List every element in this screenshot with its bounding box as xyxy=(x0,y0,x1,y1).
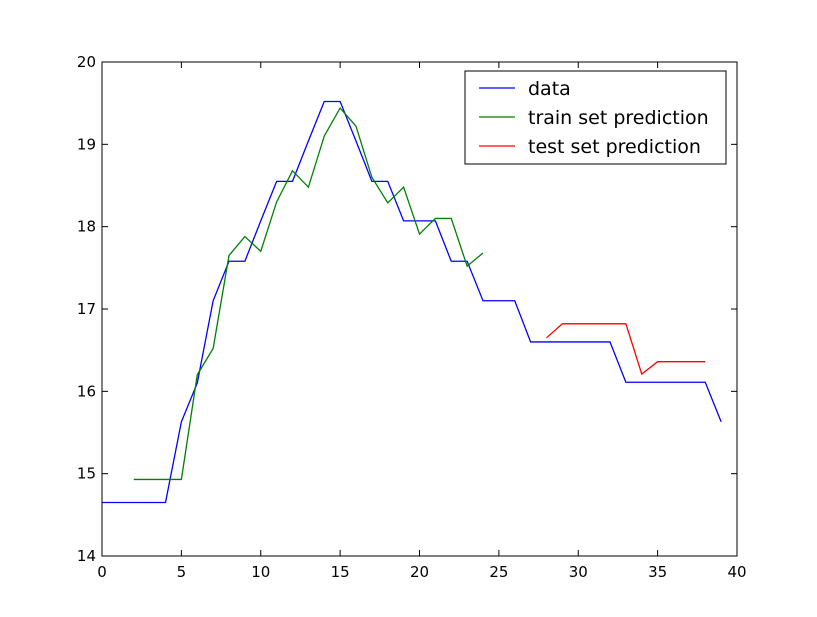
x-axis: 0 5 10 15 20 25 30 35 40 xyxy=(97,62,747,581)
legend: data train set prediction test set predict… xyxy=(464,70,727,165)
series-line-2 xyxy=(546,323,706,376)
series-line-0 xyxy=(102,100,722,504)
y-tick-label: 16 xyxy=(77,382,96,400)
x-tick-label: 10 xyxy=(251,563,270,581)
x-tick-label: 25 xyxy=(489,563,508,581)
legend-label-1: train set prediction xyxy=(528,107,709,129)
y-tick-label: 17 xyxy=(77,300,96,318)
y-tick-label: 20 xyxy=(77,53,96,71)
series-layer xyxy=(102,100,722,504)
y-tick-label: 15 xyxy=(77,465,96,483)
y-tick-label: 14 xyxy=(77,547,96,565)
x-tick-label: 20 xyxy=(410,563,429,581)
series-line-1 xyxy=(133,106,484,481)
x-tick-label: 0 xyxy=(97,563,107,581)
x-tick-label: 15 xyxy=(331,563,350,581)
y-tick-label: 18 xyxy=(77,218,96,236)
legend-label-2: test set prediction xyxy=(528,136,701,158)
x-tick-label: 5 xyxy=(177,563,187,581)
x-tick-label: 40 xyxy=(727,563,746,581)
y-tick-label: 19 xyxy=(77,135,96,153)
y-axis: 14 15 16 17 18 19 20 xyxy=(77,53,737,565)
legend-label-0: data xyxy=(528,78,571,100)
x-tick-label: 35 xyxy=(648,563,667,581)
x-tick-label: 30 xyxy=(569,563,588,581)
